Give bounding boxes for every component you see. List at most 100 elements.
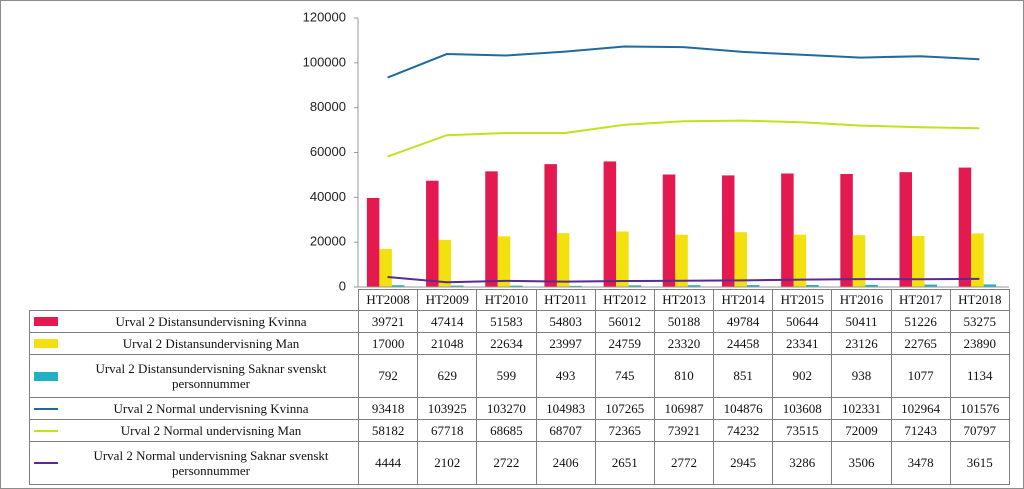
table-value: 938: [831, 354, 892, 398]
table-value: 104983: [535, 397, 596, 420]
bar: [865, 284, 878, 287]
bar: [983, 284, 997, 287]
series-row: Urval 2 Distansundervisning Saknar svens…: [29, 354, 1010, 398]
legend-cell: Urval 2 Normal undervisning Saknar svens…: [29, 441, 359, 485]
bar: [924, 284, 938, 287]
series-row: Urval 2 Distansundervisning Man 17000 2104…: [29, 332, 1010, 355]
bar: [687, 285, 701, 287]
table-value: 50411: [831, 310, 892, 333]
bar: [603, 161, 617, 287]
table-value: 39721: [357, 310, 419, 333]
table-value: 51583: [476, 310, 537, 333]
table-value: 73921: [653, 419, 715, 442]
bar: [366, 197, 380, 287]
legend-key: [34, 371, 58, 381]
legend-entry: Urval 2 Distansundervisning Saknar svens…: [34, 361, 358, 391]
data-table: HT2008 HT2009 HT2010 HT2011 HT2012 HT2013 HT20…: [29, 289, 1010, 485]
table-value: 102964: [890, 397, 951, 420]
legend-key: [34, 317, 58, 326]
table-value: 4444: [357, 441, 419, 485]
table-value: 3286: [772, 441, 833, 485]
table-value: 3615: [949, 441, 1010, 485]
table-value: 68685: [476, 419, 537, 442]
table-value: 103270: [476, 397, 537, 420]
bar: [912, 235, 925, 287]
legend-entry: Urval 2 Normal undervisning Kvinna: [34, 401, 358, 416]
bar: [840, 173, 853, 287]
bar: [391, 285, 405, 287]
table-value: 68707: [535, 419, 596, 442]
bar: [556, 233, 570, 287]
table-value: 50644: [772, 310, 833, 333]
table-value: 101576: [949, 397, 1010, 420]
y-tick-label: 40000: [310, 189, 346, 204]
legend-cell: Urval 2 Distansundervisning Saknar svens…: [29, 354, 359, 398]
table-value: 1134: [949, 354, 1010, 398]
corner: [29, 289, 359, 311]
table-value: 599: [476, 354, 537, 398]
bar: [746, 285, 760, 287]
bar: [675, 234, 688, 287]
bar: [734, 232, 747, 287]
y-tick-label: 60000: [310, 144, 346, 159]
y-tick-label: 0: [339, 278, 346, 293]
table-value: 2722: [476, 441, 537, 485]
legend-cell: Urval 2 Normal undervisning Kvinna: [29, 397, 359, 420]
table-value: 629: [417, 354, 478, 398]
table-value: 493: [535, 354, 596, 398]
table-value: 56012: [594, 310, 655, 333]
table-value: 2651: [594, 441, 655, 485]
x-tick-label: HT2018: [949, 289, 1010, 311]
bar: [958, 167, 972, 287]
line: [387, 276, 980, 284]
table-value: 74232: [713, 419, 774, 442]
table-value: 23341: [772, 332, 833, 355]
table-value: 3506: [831, 441, 892, 485]
legend-label: Urval 2 Distansundervisning Kvinna: [115, 314, 307, 329]
bar: [510, 285, 523, 287]
y-tick-label: 20000: [310, 234, 346, 249]
legend-cell: Urval 2 Normal undervisning Man: [29, 419, 359, 442]
legend-entry: Urval 2 Distansundervisning Kvinna: [34, 314, 358, 329]
table-value: 2945: [713, 441, 774, 485]
table-value: 24458: [713, 332, 774, 355]
series-row: Urval 2 Distansundervisning Kvinna 39721 4…: [29, 310, 1010, 333]
bar: [544, 164, 557, 287]
table-value: 22634: [476, 332, 537, 355]
table-value: 104876: [713, 397, 774, 420]
legend-key: [34, 462, 58, 464]
legend-label: Urval 2 Distansundervisning Man: [122, 336, 300, 351]
line: [387, 45, 980, 79]
table-value: 50188: [653, 310, 715, 333]
bar: [793, 234, 807, 287]
bar: [616, 231, 629, 287]
legend-key: [34, 407, 58, 410]
bar: [485, 171, 498, 287]
table-value: 93418: [357, 397, 419, 420]
bar: [426, 180, 439, 287]
bar: [806, 284, 819, 287]
legend-entry: Urval 2 Normal undervisning Man: [34, 423, 358, 438]
table-value: 70797: [949, 419, 1010, 442]
bar: [628, 285, 642, 287]
header-row: HT2008 HT2009 HT2010 HT2011 HT2012 HT2013 HT20…: [29, 289, 1010, 311]
x-tick-label: HT2009: [417, 289, 478, 311]
table-value: 72365: [594, 419, 655, 442]
legend-key: [34, 429, 58, 432]
x-tick-label: HT2014: [713, 289, 774, 311]
legend-entry: Urval 2 Distansundervisning Man: [34, 336, 358, 351]
bar: [781, 173, 794, 287]
table-value: 23126: [831, 332, 892, 355]
y-tick-label: 80000: [310, 99, 346, 114]
table-value: 73515: [772, 419, 833, 442]
table-value: 103608: [772, 397, 833, 420]
legend-label: Urval 2 Normal undervisning Saknar svens…: [93, 448, 329, 478]
y-tick-label: 120000: [303, 9, 346, 24]
table-value: 21048: [417, 332, 478, 355]
line: [387, 119, 980, 158]
series-row: Urval 2 Normal undervisning Saknar svens…: [29, 441, 1010, 485]
legend-cell: Urval 2 Distansundervisning Kvinna: [29, 310, 359, 333]
y-tick-label: 100000: [303, 54, 346, 69]
bar: [451, 285, 464, 287]
table-value: 810: [653, 354, 715, 398]
